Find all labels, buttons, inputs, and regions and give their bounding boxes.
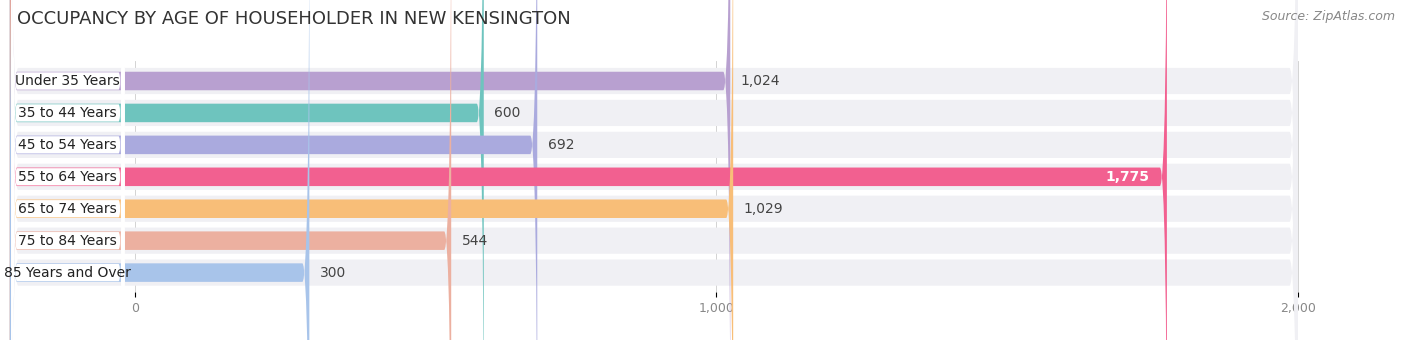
FancyBboxPatch shape <box>11 0 125 340</box>
Text: 1,024: 1,024 <box>741 74 780 88</box>
Text: Source: ZipAtlas.com: Source: ZipAtlas.com <box>1261 10 1395 23</box>
FancyBboxPatch shape <box>10 0 1298 340</box>
FancyBboxPatch shape <box>11 0 125 340</box>
FancyBboxPatch shape <box>10 0 451 340</box>
Text: 300: 300 <box>319 266 346 279</box>
FancyBboxPatch shape <box>10 0 1167 340</box>
FancyBboxPatch shape <box>10 0 1298 340</box>
Text: 65 to 74 Years: 65 to 74 Years <box>18 202 117 216</box>
Text: 35 to 44 Years: 35 to 44 Years <box>18 106 117 120</box>
Text: 85 Years and Over: 85 Years and Over <box>4 266 131 279</box>
FancyBboxPatch shape <box>10 0 309 340</box>
Text: 55 to 64 Years: 55 to 64 Years <box>18 170 117 184</box>
Text: 544: 544 <box>461 234 488 248</box>
Text: 692: 692 <box>548 138 574 152</box>
Text: Under 35 Years: Under 35 Years <box>15 74 120 88</box>
FancyBboxPatch shape <box>11 0 125 340</box>
FancyBboxPatch shape <box>11 0 125 340</box>
Text: 75 to 84 Years: 75 to 84 Years <box>18 234 117 248</box>
FancyBboxPatch shape <box>10 0 1298 340</box>
FancyBboxPatch shape <box>11 0 125 340</box>
FancyBboxPatch shape <box>10 0 733 340</box>
FancyBboxPatch shape <box>10 0 1298 340</box>
Text: 45 to 54 Years: 45 to 54 Years <box>18 138 117 152</box>
Text: 1,029: 1,029 <box>744 202 783 216</box>
FancyBboxPatch shape <box>10 0 1298 340</box>
FancyBboxPatch shape <box>11 0 125 340</box>
Text: 1,775: 1,775 <box>1105 170 1150 184</box>
FancyBboxPatch shape <box>10 0 730 340</box>
FancyBboxPatch shape <box>11 0 125 340</box>
Text: OCCUPANCY BY AGE OF HOUSEHOLDER IN NEW KENSINGTON: OCCUPANCY BY AGE OF HOUSEHOLDER IN NEW K… <box>17 10 571 28</box>
FancyBboxPatch shape <box>10 0 1298 340</box>
Text: 600: 600 <box>495 106 520 120</box>
FancyBboxPatch shape <box>10 0 484 340</box>
FancyBboxPatch shape <box>10 0 537 340</box>
FancyBboxPatch shape <box>10 0 1298 340</box>
